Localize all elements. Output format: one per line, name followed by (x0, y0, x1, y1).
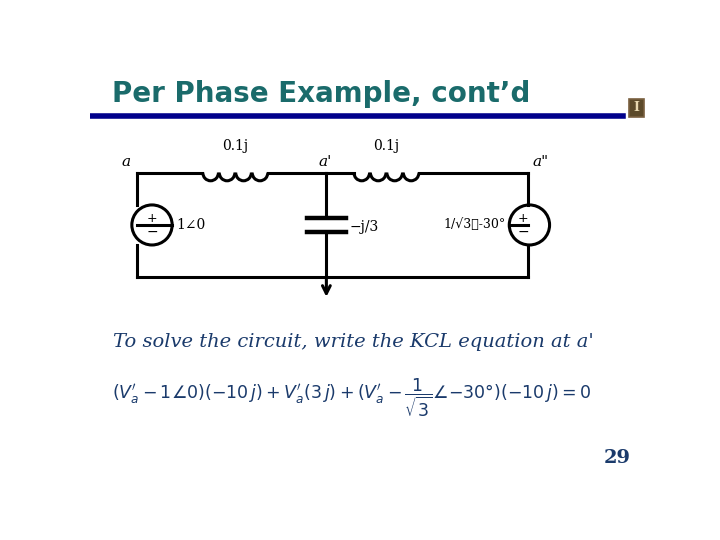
Text: 29: 29 (604, 449, 631, 467)
Text: a": a" (533, 155, 549, 168)
Text: 0.1j: 0.1j (222, 139, 248, 153)
Text: 1∠0: 1∠0 (176, 218, 205, 232)
Text: 1/√3∢-30°: 1/√3∢-30° (444, 219, 506, 232)
Text: +: + (518, 212, 528, 225)
Text: −: − (146, 225, 158, 239)
Text: 0.1j: 0.1j (374, 139, 400, 153)
Text: a: a (121, 155, 130, 168)
Text: To solve the circuit, write the KCL equation at a': To solve the circuit, write the KCL equa… (113, 333, 594, 351)
Text: +: + (147, 212, 157, 225)
Text: Per Phase Example, cont’d: Per Phase Example, cont’d (112, 80, 530, 108)
Text: a': a' (318, 155, 331, 168)
Text: −j/3: −j/3 (350, 219, 379, 233)
FancyBboxPatch shape (629, 99, 644, 117)
Text: $(V_a' - 1\angle 0)(-10\,j) + V_a'(3\,j) + (V_a' - \dfrac{1}{\sqrt{3}}\angle{-30: $(V_a' - 1\angle 0)(-10\,j) + V_a'(3\,j)… (112, 377, 591, 419)
Text: I: I (634, 102, 639, 114)
Text: −: − (518, 225, 529, 239)
